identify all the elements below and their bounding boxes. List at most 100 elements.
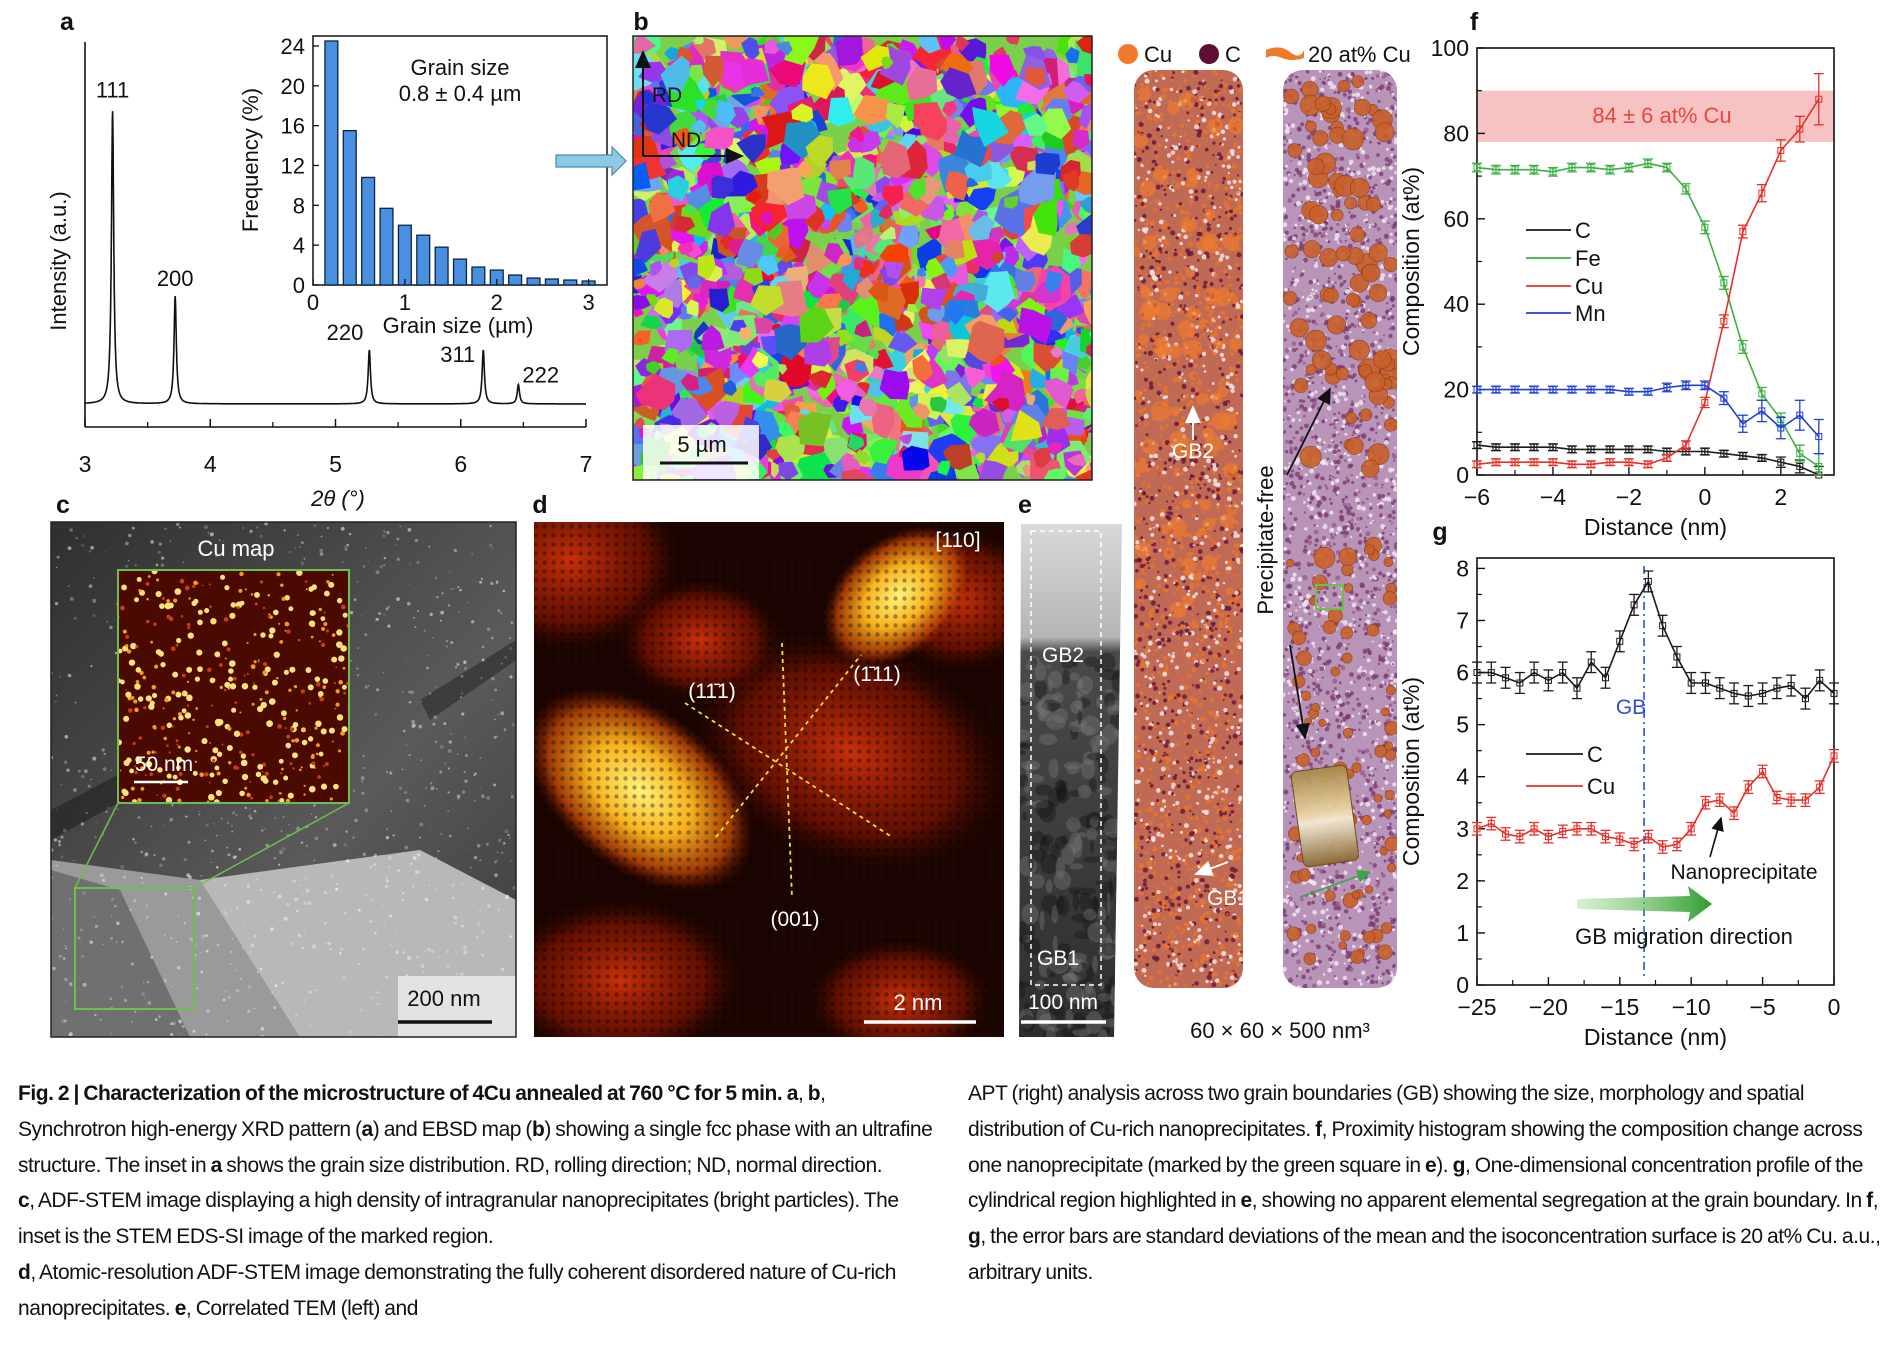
cu-particle: [223, 617, 229, 622]
analysed-region-outline: [1030, 530, 1102, 986]
tem-texture: [1038, 700, 1050, 717]
cu-particle: [279, 640, 284, 644]
atom-dot: [1145, 825, 1151, 831]
nanoprecipitate-dot: [150, 955, 154, 959]
atom-dot: [1169, 71, 1173, 75]
grain: [740, 57, 770, 87]
atom-dot: [1207, 342, 1210, 346]
nanoprecipitate-dot: [386, 828, 389, 830]
atom-dot: [1207, 336, 1210, 339]
nanoprecipitate-dot: [182, 561, 185, 564]
nanoprecipitate-dot: [307, 901, 312, 905]
atom-dot: [1197, 291, 1201, 295]
atom-dot: [1164, 70, 1167, 73]
grain: [677, 241, 693, 255]
nanoprecipitate-dot: [204, 839, 207, 842]
nanoprecipitate-dot: [383, 557, 386, 560]
atom-dot: [1167, 332, 1173, 338]
atom-dot: [1163, 698, 1168, 703]
atom-dot: [1235, 96, 1239, 101]
atom-dot: [1163, 467, 1168, 471]
atom-dot: [1188, 251, 1194, 256]
cu-particle: [280, 767, 284, 771]
nanoprecipitate-dot: [511, 723, 515, 727]
nanoprecipitate-dot: [235, 988, 240, 993]
atom-dot: [1157, 260, 1161, 264]
atom-dot: [1213, 272, 1219, 278]
atom-dot: [1184, 740, 1188, 744]
nanoprecipitate-dot: [244, 806, 248, 810]
grain: [767, 168, 805, 206]
nanoprecipitate-dot: [497, 713, 499, 716]
atom-dot: [1193, 363, 1198, 368]
atom-dot: [1239, 387, 1243, 390]
atom-dot: [1148, 975, 1154, 981]
tem-texture: [1098, 652, 1116, 672]
cu-particle: [197, 666, 203, 673]
tem-texture: [1097, 786, 1112, 796]
nanoprecipitate-dot: [383, 530, 386, 533]
atom-dot: [1147, 497, 1150, 501]
cu-particle: [227, 760, 232, 765]
grain: [634, 417, 645, 429]
nanoprecipitate-dot: [259, 967, 263, 971]
atom-dot: [1138, 269, 1142, 273]
cu-particle: [160, 725, 165, 730]
atom-dot: [1174, 248, 1177, 252]
atom-dot: [1198, 95, 1203, 100]
tem-texture: [1069, 817, 1082, 823]
nanoprecipitate-dot: [106, 621, 108, 623]
tem-texture: [1069, 672, 1080, 681]
atom-dot: [1172, 803, 1176, 807]
cu-particle: [336, 629, 343, 636]
atom-dot: [1182, 719, 1186, 723]
plane-trace-line: [715, 654, 862, 838]
atom-dot: [1176, 806, 1181, 810]
atom-dot: [1178, 838, 1181, 841]
cu-particle: [137, 696, 144, 702]
atom-dot: [1218, 857, 1223, 862]
atom-dot: [1193, 962, 1199, 968]
tem-texture: [1048, 679, 1053, 692]
nanoprecipitate-dot: [392, 834, 395, 837]
nanoprecipitate-dot: [300, 976, 302, 978]
atom-dot: [1186, 265, 1189, 268]
nanoprecipitate-dot: [206, 1009, 210, 1014]
nanoprecipitate-dot: [404, 791, 408, 795]
nanoprecipitate-dot: [299, 546, 302, 549]
nanoprecipitate-dot: [374, 535, 376, 537]
atom-dot: [1200, 112, 1204, 117]
panel-label-g: g: [1432, 518, 1447, 546]
cu-particle: [204, 772, 209, 777]
cu-particle: [320, 783, 328, 790]
atom-dot: [1169, 749, 1172, 753]
atom-dot: [1231, 557, 1236, 562]
grain: [1036, 108, 1072, 140]
atom-dot: [1156, 390, 1162, 396]
atom-dot: [1228, 630, 1233, 634]
plane-label-left: (11̄1): [688, 680, 735, 703]
grain: [707, 201, 736, 238]
atom-dot: [1213, 804, 1218, 809]
atom-dot: [1192, 684, 1195, 687]
nanoprecipitate-dot: [249, 951, 251, 953]
nanoprecipitate-dot: [63, 760, 68, 765]
tem-texture: [1047, 670, 1063, 689]
cu-particle: [229, 683, 237, 690]
grain: [1026, 392, 1036, 406]
atom-dot: [1153, 666, 1156, 669]
atom-dot: [1134, 396, 1137, 401]
atom-dot: [1159, 112, 1164, 117]
tem-texture: [1031, 800, 1049, 809]
cu-particle: [294, 738, 300, 743]
nanoprecipitate-dot: [150, 825, 153, 828]
atom-dot: [1214, 978, 1220, 983]
atom-dot: [1216, 518, 1219, 521]
nanoprecipitate-dot: [319, 552, 324, 557]
atom-dot: [1180, 181, 1186, 186]
nanoprecipitate-dot: [254, 935, 257, 938]
tem-texture: [1062, 973, 1077, 981]
nanoprecipitate-dot: [127, 560, 130, 562]
cu-particle: [196, 649, 203, 656]
tem-texture: [1049, 999, 1065, 1024]
